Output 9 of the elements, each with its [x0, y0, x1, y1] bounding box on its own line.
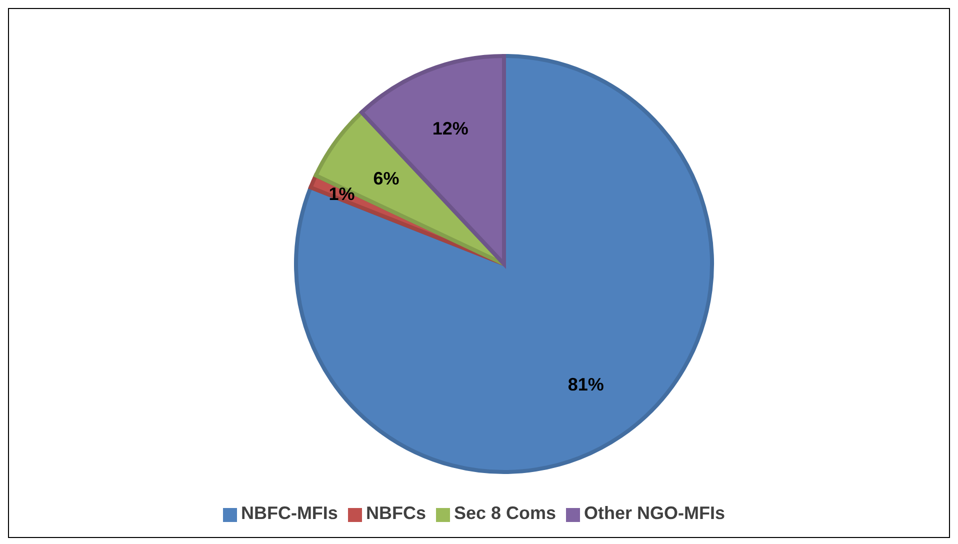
- data-label: 81%: [568, 374, 604, 394]
- legend-label: NBFC-MFIs: [240, 503, 338, 523]
- data-label: 6%: [373, 168, 400, 188]
- legend-label: Sec 8 Coms: [454, 503, 556, 523]
- legend-label: NBFCs: [366, 503, 426, 523]
- data-label: 12%: [432, 118, 468, 139]
- legend-label: Other NGO-MFIs: [584, 503, 726, 523]
- pie-slice: [294, 54, 714, 474]
- data-label: 1%: [328, 184, 355, 204]
